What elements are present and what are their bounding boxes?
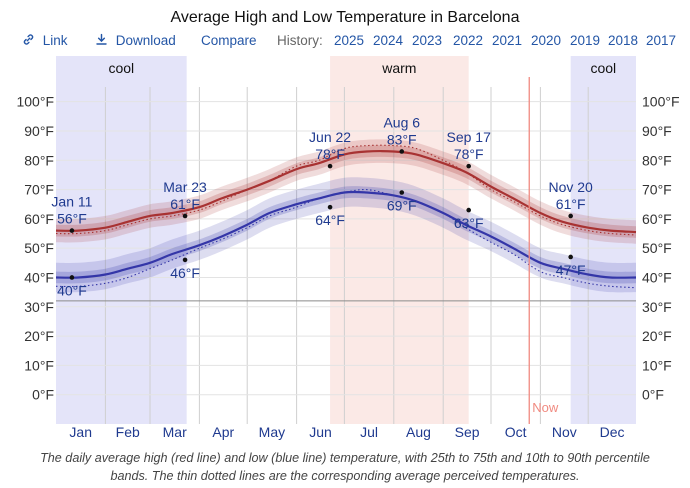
y-tick-label-right: 90°F (642, 123, 672, 139)
y-tick-label-right: 80°F (642, 152, 672, 168)
season-band-cool-0 (56, 56, 187, 424)
temperature-chart: cool warm cool 0°F 0°F 10°F 10°F 20°F 20°F 30°F 30… (16, 56, 680, 440)
month-label-feb: Feb (116, 424, 140, 440)
annotation-value: 47°F (556, 262, 586, 278)
annotation-date: Jun 22 (309, 129, 351, 145)
point-low (69, 275, 75, 280)
annotation-value: 64°F (315, 212, 345, 228)
history-year-2018[interactable]: 2018 (608, 33, 639, 48)
y-tick-label-left: 0°F (32, 387, 54, 403)
download-button[interactable]: Download (95, 33, 176, 48)
season-band-warm-1 (330, 56, 469, 424)
month-label-oct: Oct (505, 424, 527, 440)
annotation-value: 69°F (387, 197, 417, 213)
point-low (568, 254, 573, 260)
season-band-cool-2 (570, 56, 636, 424)
y-tick-label-left: 70°F (24, 182, 54, 198)
season-label-cool-2: cool (590, 60, 616, 76)
month-label-apr: Apr (212, 424, 234, 440)
point-low (327, 204, 333, 210)
y-tick-label-right: 0°F (642, 387, 664, 403)
y-tick-label-left: 40°F (24, 269, 54, 285)
download-label: Download (115, 33, 176, 48)
y-tick-label-right: 10°F (642, 357, 672, 373)
perceived-line-low (55, 188, 637, 289)
history-year-2020[interactable]: 2020 (531, 33, 562, 48)
season-label-warm-1: warm (381, 60, 416, 76)
point-low (182, 257, 188, 263)
band-10-90-high (56, 139, 636, 244)
history-label: History: (277, 33, 323, 48)
y-tick-label-right: 20°F (642, 328, 672, 344)
annotation-value: 78°F (315, 146, 345, 162)
month-label-jan: Jan (69, 424, 92, 440)
history-year-2022[interactable]: 2022 (453, 33, 484, 48)
now-label: Now (532, 400, 559, 415)
y-tick-label-left: 60°F (24, 211, 54, 227)
season-label-cool-0: cool (108, 60, 134, 76)
point-high (568, 213, 573, 219)
point-high (466, 163, 471, 169)
annotation-date: Aug 6 (383, 114, 420, 130)
band-25-75-high (56, 145, 636, 238)
annotation-value: 83°F (387, 131, 417, 147)
y-tick-label-right: 60°F (642, 211, 672, 227)
chart-caption: The daily average high (red line) and lo… (40, 451, 650, 483)
annotation-value: 78°F (454, 146, 484, 162)
point-high (182, 213, 188, 219)
annotation-date: Mar 23 (163, 179, 207, 195)
y-tick-label-left: 20°F (24, 328, 54, 344)
annotation-value: 63°F (454, 215, 484, 231)
annotation-value: 56°F (57, 211, 87, 227)
chart-title: Average High and Low Temperature in Barc… (170, 9, 520, 26)
month-label-may: May (259, 424, 285, 440)
y-tick-label-right: 50°F (642, 240, 672, 256)
link-label: Link (42, 33, 68, 48)
line-low (55, 190, 637, 279)
y-tick-label-left: 10°F (24, 357, 54, 373)
link-icon (23, 34, 34, 45)
annotation-value: 61°F (556, 196, 586, 212)
annotation-date: Nov 20 (548, 179, 593, 195)
compare-button[interactable]: Compare (201, 33, 257, 48)
point-low (466, 207, 471, 213)
download-icon (96, 33, 107, 45)
month-label-jul: Jul (360, 424, 378, 440)
y-tick-label-left: 90°F (24, 123, 54, 139)
month-label-jun: Jun (309, 424, 332, 440)
month-label-nov: Nov (552, 424, 577, 440)
point-high (69, 228, 75, 233)
y-tick-label-left: 100°F (16, 94, 54, 110)
annotation-value: 46°F (170, 265, 200, 281)
line-high (55, 150, 637, 234)
band-25-75-low (56, 186, 636, 284)
point-high (399, 149, 405, 154)
month-label-dec: Dec (600, 424, 625, 440)
annotation-value: 40°F (57, 282, 87, 298)
y-tick-label-right: 30°F (642, 299, 672, 315)
y-tick-label-right: 40°F (642, 269, 672, 285)
history-year-2025[interactable]: 2025 (334, 33, 365, 48)
history-year-2023[interactable]: 2023 (412, 33, 443, 48)
annotation-value: 61°F (170, 196, 200, 212)
point-high (327, 163, 333, 169)
month-label-aug: Aug (406, 424, 431, 440)
annotation-date: Sep 17 (447, 129, 492, 145)
annotation-date: Jan 11 (51, 194, 92, 210)
history-year-2019[interactable]: 2019 (570, 33, 601, 48)
month-label-sep: Sep (455, 424, 480, 440)
y-tick-label-right: 100°F (642, 94, 680, 110)
toolbar: Link Download Compare History: 2025 2024 2… (0, 33, 690, 53)
y-tick-label-left: 30°F (24, 299, 54, 315)
month-label-mar: Mar (163, 424, 187, 440)
history-year-2017[interactable]: 2017 (646, 33, 677, 48)
history-year-2024[interactable]: 2024 (373, 33, 404, 48)
link-button[interactable]: Link (22, 33, 68, 48)
point-low (399, 190, 405, 195)
y-tick-label-right: 70°F (642, 182, 672, 198)
y-tick-label-left: 80°F (24, 152, 54, 168)
y-tick-label-left: 50°F (24, 240, 54, 256)
history-year-2021[interactable]: 2021 (492, 33, 523, 48)
